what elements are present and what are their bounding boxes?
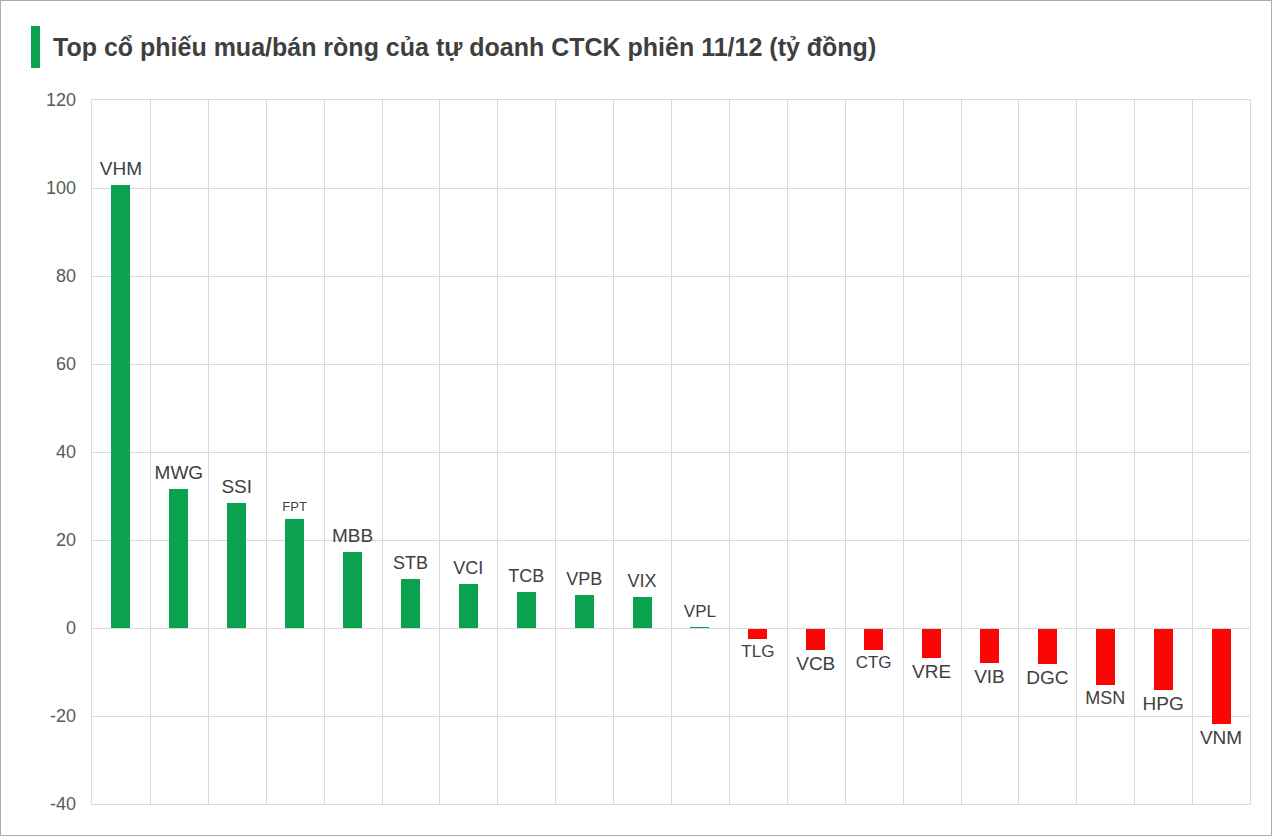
bar-msn (1096, 629, 1115, 685)
y-axis-tick-label: 40 (16, 443, 76, 461)
bar-dgc (1038, 629, 1057, 664)
bar-label-stb: STB (393, 554, 428, 574)
bar-label-dgc: DGC (1026, 668, 1068, 689)
gridline-vertical (150, 100, 151, 804)
bar-label-vix: VIX (628, 572, 657, 592)
y-axis-tick-label: 20 (16, 531, 76, 549)
bar-label-ctg: CTG (856, 654, 892, 673)
gridline-vertical (439, 100, 440, 804)
y-axis-tick-label: 0 (16, 619, 76, 637)
bar-label-vre: VRE (912, 662, 951, 683)
bar-hpg (1154, 629, 1173, 690)
title-accent-bar (31, 26, 40, 68)
bar-vib (980, 629, 999, 663)
gridline-vertical (266, 100, 267, 804)
y-axis-tick-label: -20 (16, 707, 76, 725)
bar-label-tcb: TCB (508, 567, 544, 587)
bar-vhm (111, 185, 130, 628)
bar-mbb (343, 552, 362, 628)
gridline-vertical (1134, 100, 1135, 804)
bar-vpb (575, 595, 594, 628)
bar-label-vib: VIB (974, 667, 1005, 688)
plot-area: 120100806040200-20-40VHMMWGSSIFPTMBBSTBV… (91, 99, 1251, 805)
bar-label-vhm: VHM (100, 159, 142, 180)
gridline-vertical (1192, 100, 1193, 804)
gridline-vertical (1018, 100, 1019, 804)
gridline-vertical (903, 100, 904, 804)
bar-ssi (227, 503, 246, 628)
bar-label-tlg: TLG (741, 643, 774, 662)
bar-label-vci: VCI (453, 560, 483, 580)
bar-ctg (864, 629, 883, 650)
gridline-vertical (324, 100, 325, 804)
bar-label-fpt: FPT (282, 500, 307, 514)
bar-label-vpb: VPB (566, 570, 602, 590)
gridline-vertical (208, 100, 209, 804)
gridline-vertical (555, 100, 556, 804)
y-axis-tick-label: -40 (16, 795, 76, 813)
screenshot-root: Top cổ phiếu mua/bán ròng của tự doanh C… (0, 0, 1272, 836)
bar-tcb (517, 592, 536, 628)
bar-vci (459, 584, 478, 628)
gridline-vertical (613, 100, 614, 804)
bar-label-mwg: MWG (155, 463, 204, 484)
bar-label-ssi: SSI (221, 477, 252, 498)
gridline-vertical (729, 100, 730, 804)
gridline-vertical (671, 100, 672, 804)
y-axis-tick-label: 120 (16, 91, 76, 109)
gridline-vertical (1076, 100, 1077, 804)
bar-vix (633, 597, 652, 628)
bar-label-msn: MSN (1085, 689, 1125, 709)
bar-label-vpl: VPL (684, 603, 716, 622)
gridline-vertical (845, 100, 846, 804)
gridline-vertical (961, 100, 962, 804)
chart-title: Top cổ phiếu mua/bán ròng của tự doanh C… (53, 33, 876, 62)
gridline-vertical (497, 100, 498, 804)
y-axis-tick-label: 100 (16, 179, 76, 197)
bar-tlg (748, 629, 767, 639)
bar-label-mbb: MBB (332, 526, 373, 547)
bar-fpt (285, 519, 304, 628)
chart-header: Top cổ phiếu mua/bán ròng của tự doanh C… (31, 26, 876, 68)
bar-vcb (806, 629, 825, 650)
gridline-vertical (787, 100, 788, 804)
gridline-vertical (382, 100, 383, 804)
bar-label-vcb: VCB (796, 654, 835, 675)
bar-vpl (690, 627, 709, 628)
bar-label-hpg: HPG (1143, 694, 1184, 715)
y-axis-tick-label: 80 (16, 267, 76, 285)
bar-vre (922, 629, 941, 658)
bar-vnm (1212, 629, 1231, 724)
bar-label-vnm: VNM (1200, 728, 1242, 749)
bar-stb (401, 579, 420, 628)
y-axis-tick-label: 60 (16, 355, 76, 373)
bar-mwg (169, 489, 188, 628)
